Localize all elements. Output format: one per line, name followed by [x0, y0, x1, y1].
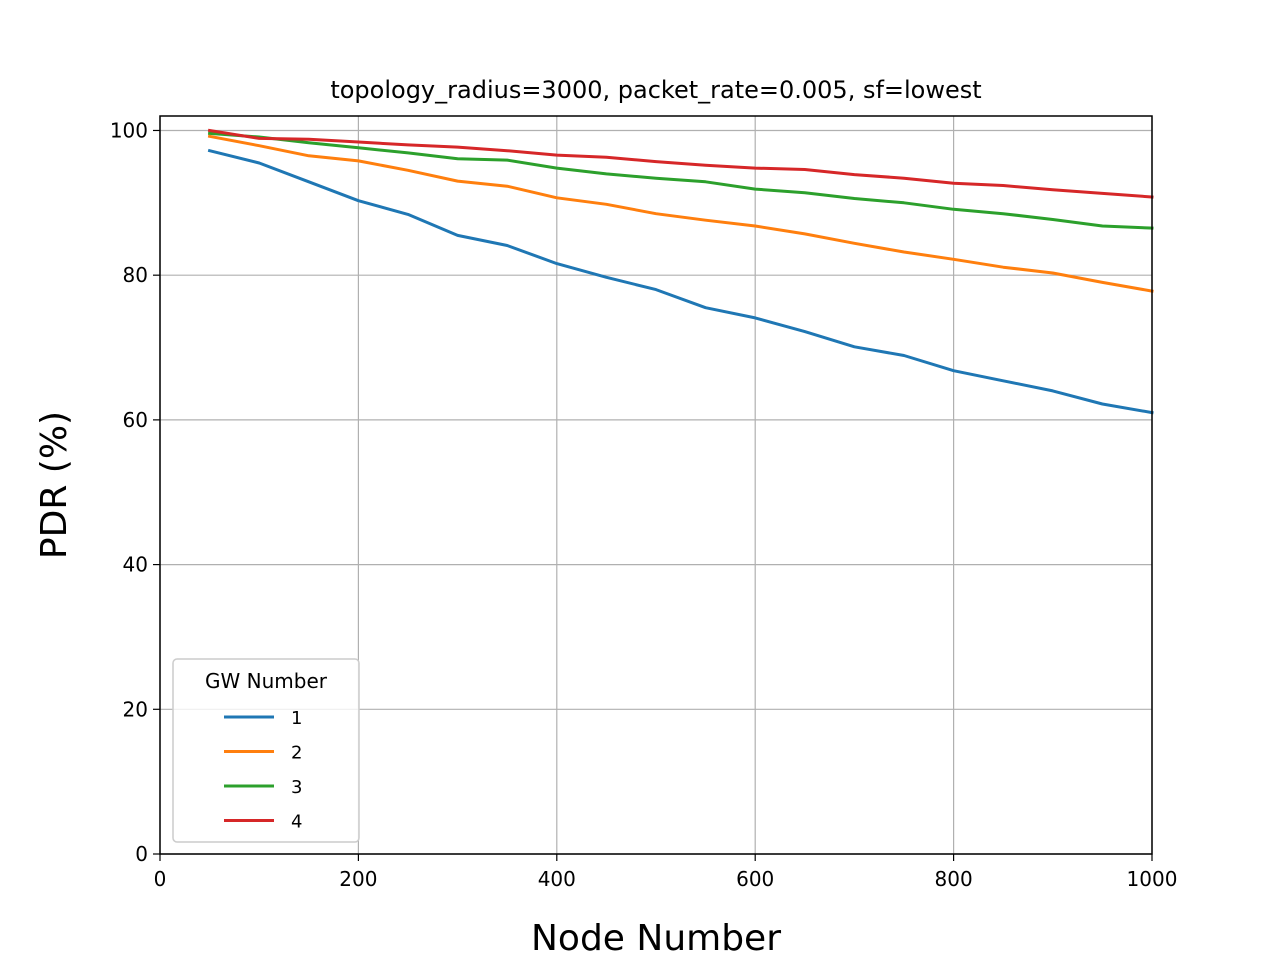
legend-title: GW Number [205, 669, 328, 693]
legend-label-3: 3 [291, 777, 302, 798]
chart-title: topology_radius=3000, packet_rate=0.005,… [330, 76, 981, 104]
series-line-2 [207, 134, 1154, 293]
x-tick-label: 400 [538, 867, 576, 891]
x-tick-label: 1000 [1127, 867, 1178, 891]
x-tick-label: 200 [339, 867, 377, 891]
series-lines [207, 128, 1154, 415]
plot-frame [159, 115, 1153, 855]
y-tick-label: 60 [123, 408, 148, 432]
legend-label-1: 1 [291, 708, 302, 729]
y-tick-label: 100 [110, 118, 148, 142]
y-tick-label: 0 [135, 842, 148, 866]
series-line-4 [207, 128, 1154, 199]
x-tick-label: 600 [736, 867, 774, 891]
series-line-1 [207, 148, 1154, 415]
x-tick-label: 0 [154, 867, 167, 891]
y-tick-label: 20 [123, 697, 148, 721]
y-tick-label: 40 [123, 553, 148, 577]
x-tick-label: 800 [935, 867, 973, 891]
legend: GW Number 1 2 3 4 [172, 658, 360, 843]
x-axis-label: Node Number [531, 918, 781, 959]
series-line-3 [207, 131, 1154, 230]
legend-items: 1 2 3 4 [224, 708, 302, 833]
legend-label-2: 2 [291, 743, 302, 764]
y-tick-label: 80 [123, 263, 148, 287]
legend-label-4: 4 [291, 812, 302, 833]
y-axis-label: PDR (%) [34, 411, 75, 559]
axis-ticks: 0 200 400 600 800 1000 0 20 40 60 80 100 [110, 118, 1178, 891]
